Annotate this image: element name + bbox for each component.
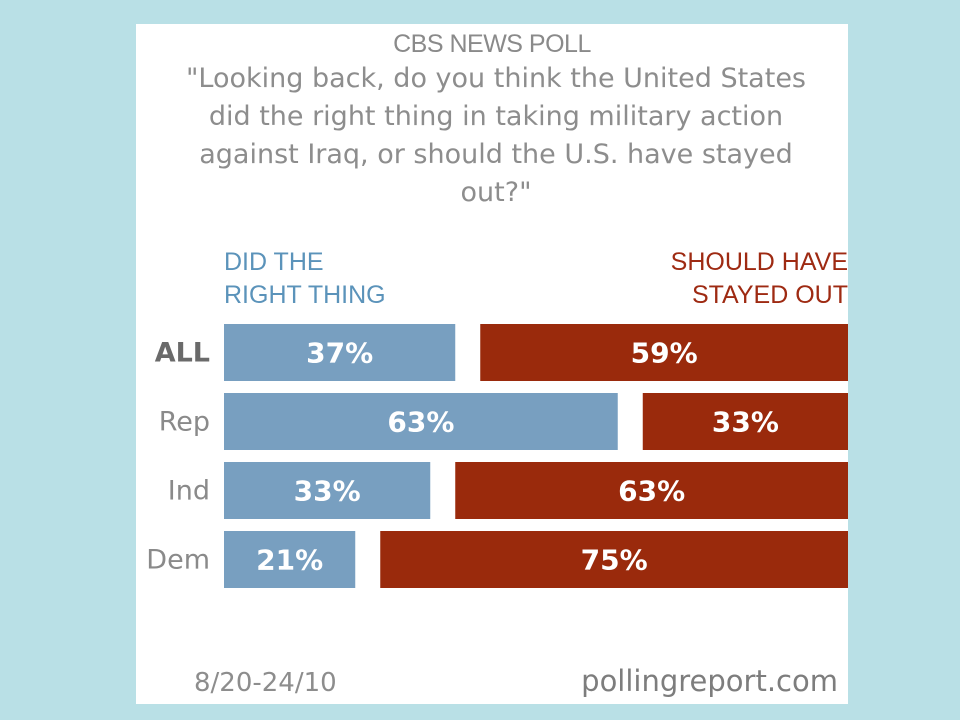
poll-date: 8/20-24/10 — [194, 668, 337, 698]
bar-chart: ALL 37% 59% Rep 63% 33% Ind 33% 63% Dem 21% 75% — [146, 324, 848, 588]
legend-stayed-out: SHOULD HAVE STAYED OUT — [671, 246, 848, 312]
legend-stayed-out-line2: STAYED OUT — [691, 281, 848, 309]
bar-label-right-thing: 33% — [294, 475, 361, 508]
bar-label-right-thing: 21% — [256, 544, 323, 577]
bar-label-right-thing: 37% — [306, 337, 373, 370]
bar-label-stayed-out: 33% — [712, 406, 779, 439]
site-credit: pollingreport.com — [581, 664, 838, 698]
category-label: Rep — [159, 407, 210, 438]
bar-label-right-thing: 63% — [387, 406, 454, 439]
bar-stayed-out — [480, 324, 848, 381]
legend-stayed-out-line1: SHOULD HAVE — [670, 248, 848, 276]
chart-source: CBS NEWS POLL — [393, 30, 591, 58]
chart-panel: CBS NEWS POLL "Looking back, do you thin… — [136, 24, 848, 704]
bar-label-stayed-out: 63% — [618, 475, 685, 508]
bar-label-stayed-out: 59% — [631, 337, 698, 370]
bar-right-thing — [224, 324, 456, 381]
legend-right-thing: DID THE RIGHT THING — [224, 246, 386, 312]
chart-question: "Looking back, do you think the United S… — [185, 63, 806, 208]
legend-right-thing-line2: RIGHT THING — [224, 281, 386, 309]
category-label: Dem — [146, 545, 210, 576]
category-label: ALL — [155, 338, 210, 369]
bar-stayed-out — [642, 393, 848, 450]
bar-right-thing — [224, 462, 431, 519]
bar-right-thing — [224, 393, 618, 450]
bar-right-thing — [224, 531, 356, 588]
bar-stayed-out — [455, 462, 848, 519]
category-label: Ind — [168, 476, 210, 507]
bar-stayed-out — [380, 531, 848, 588]
bar-label-stayed-out: 75% — [581, 544, 648, 577]
legend-right-thing-line1: DID THE — [224, 248, 324, 276]
